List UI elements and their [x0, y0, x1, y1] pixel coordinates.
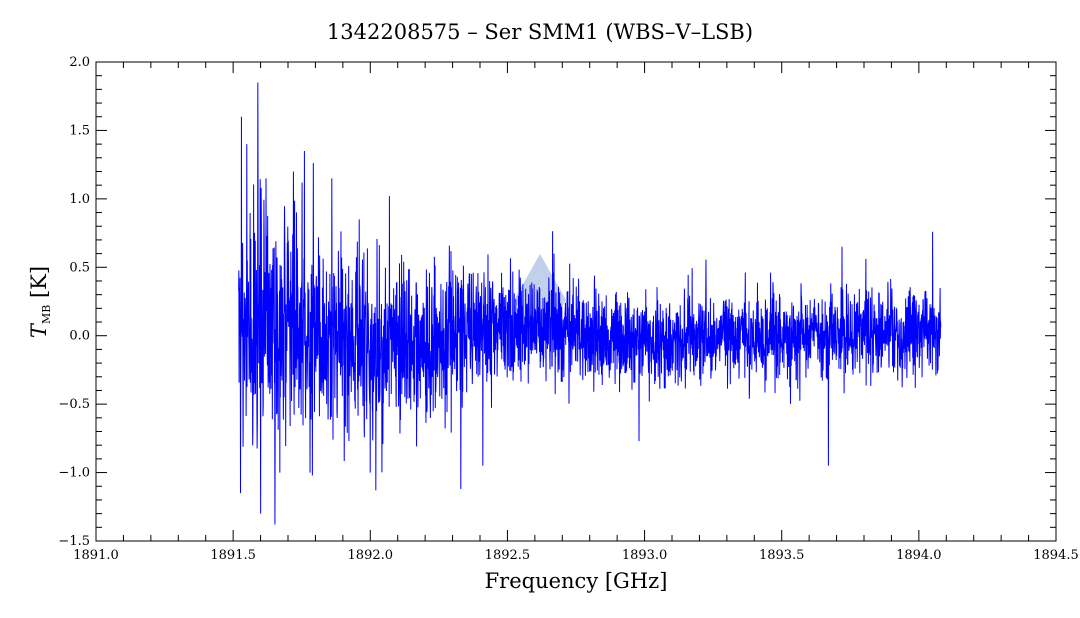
y-tick-label: 1.5	[69, 123, 90, 138]
y-tick-labels: −1.5 −1.0 −0.5 0.0 0.5 1.0 1.5 2.0	[58, 55, 90, 549]
x-tick-label: 1893.0	[622, 548, 668, 563]
y-tick-label: 0.0	[69, 329, 90, 344]
chart-title: 1342208575 – Ser SMM1 (WBS–V–LSB)	[327, 20, 753, 44]
y-tick-label: 1.0	[69, 192, 90, 207]
x-tick-label: 1891.5	[210, 548, 256, 563]
y-tick-label: 0.5	[69, 260, 90, 275]
y-axis-label: TMB [K]	[27, 266, 53, 338]
x-tick-label: 1892.0	[348, 548, 394, 563]
y-tick-label: −1.5	[58, 534, 90, 549]
x-tick-label: 1892.5	[485, 548, 531, 563]
series-spectrum-line	[238, 82, 942, 525]
axis-ticks	[95, 61, 1057, 542]
x-tick-label: 1891.0	[73, 548, 119, 563]
plot-frame	[95, 61, 1057, 542]
x-tick-label: 1894.0	[896, 548, 942, 563]
y-tick-label: −0.5	[58, 397, 90, 412]
x-tick-labels: 1891.0 1891.5 1892.0 1892.5 1893.0 1893.5 1894…	[73, 548, 1079, 563]
y-axis-label-unit: [K]	[27, 266, 51, 305]
y-axis-label-subscript: MB	[40, 305, 53, 324]
y-axis-label-symbol: T	[27, 322, 51, 338]
x-tick-label: 1894.5	[1033, 548, 1079, 563]
y-tick-label: 2.0	[69, 55, 90, 70]
y-tick-label: −1.0	[58, 466, 90, 481]
x-axis-label: Frequency [GHz]	[485, 569, 668, 593]
x-tick-label: 1893.5	[759, 548, 805, 563]
